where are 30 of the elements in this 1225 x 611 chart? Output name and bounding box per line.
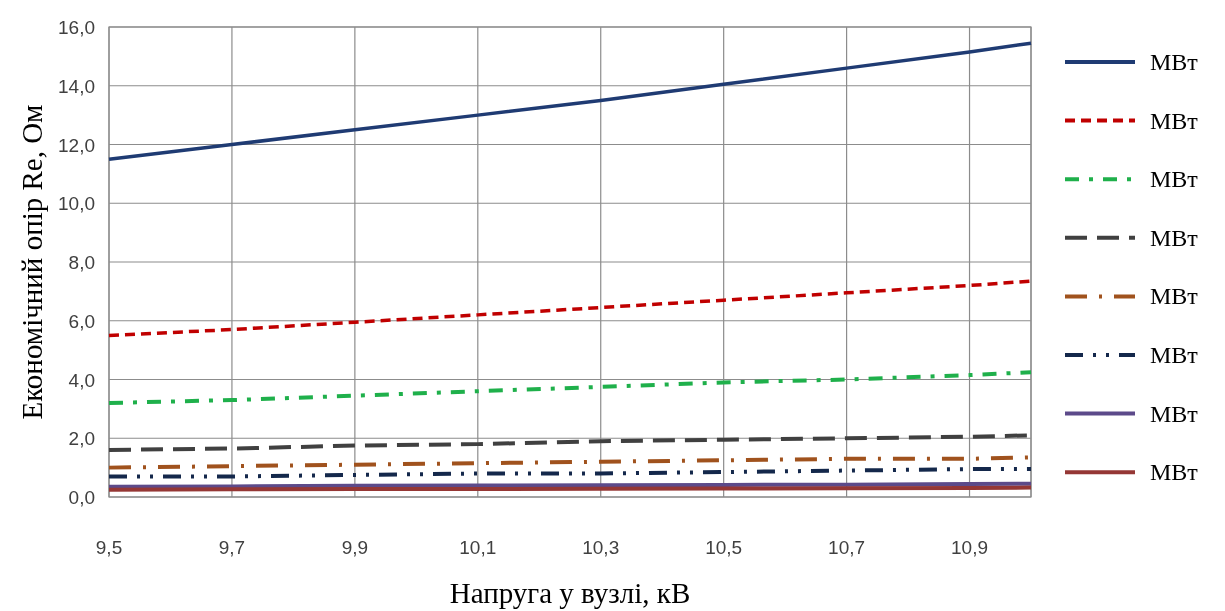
y-tick-label: 10,0 xyxy=(58,193,95,215)
x-tick-label: 9,5 xyxy=(95,537,123,558)
x-tick-label: 10,9 xyxy=(951,537,989,558)
legend-label: МВт xyxy=(1150,49,1199,75)
y-tick-label: 14,0 xyxy=(58,75,95,97)
legend-label: МВт xyxy=(1150,459,1199,486)
x-tick-label: 9,7 xyxy=(218,537,246,558)
x-tick-label: 10,3 xyxy=(582,537,620,558)
x-tick-label: 10,1 xyxy=(459,537,497,558)
legend-label: МВт xyxy=(1150,166,1199,193)
y-tick-label: 2,0 xyxy=(68,428,95,450)
line-series xyxy=(107,41,1033,161)
y-tick-label: 8,0 xyxy=(68,252,95,273)
y-tick-label: 12,0 xyxy=(58,134,95,156)
y-tick-label: 6,0 xyxy=(68,310,95,332)
x-axis-title: Напруга у вузлі, кВ xyxy=(449,577,691,609)
y-tick-label: 16,0 xyxy=(58,17,95,38)
x-tick-label: 10,7 xyxy=(828,537,866,558)
y-tick-label: 0,0 xyxy=(68,487,95,508)
x-tick-label: 9,9 xyxy=(341,537,369,558)
legend-label: МВт xyxy=(1150,107,1199,134)
y-axis-title: Економічний опір Re, Ом xyxy=(16,104,48,420)
y-tick-label: 4,0 xyxy=(68,369,95,391)
line-series xyxy=(107,467,1033,479)
legend-label: МВт xyxy=(1150,224,1199,251)
legend-label: МВт xyxy=(1150,400,1199,427)
line-series xyxy=(107,370,1033,405)
legend-label: МВт xyxy=(1150,283,1199,310)
x-tick-label: 10,5 xyxy=(705,537,743,558)
legend-label: МВт xyxy=(1150,342,1199,368)
